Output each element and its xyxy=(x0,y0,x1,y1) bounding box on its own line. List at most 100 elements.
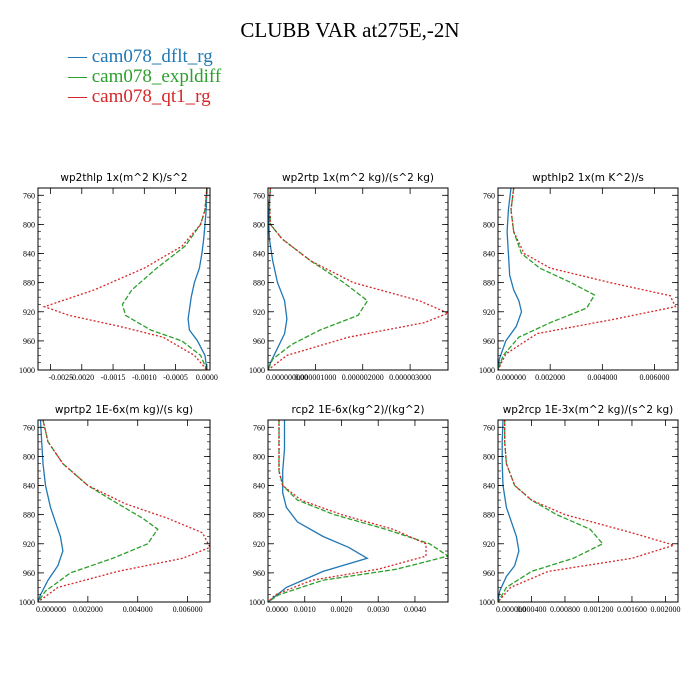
y-tick-label: 880 xyxy=(483,279,495,288)
y-tick-label: 1000 xyxy=(249,598,265,607)
subplot-5: rcp2 1E-6x(kg^2)/(kg^2) 760 800 840 880 920 96… xyxy=(249,404,449,614)
y-tick-label: 920 xyxy=(253,308,265,317)
y-tick-label: 840 xyxy=(253,482,265,491)
x-tick-label: 0.0000 xyxy=(266,605,288,614)
x-tick-label: 0.0000 xyxy=(196,373,218,382)
y-tick-label: 800 xyxy=(253,220,265,229)
y-tick-label: 800 xyxy=(483,452,495,461)
y-tick-label: 880 xyxy=(253,279,265,288)
plot-frame xyxy=(267,419,449,603)
x-tick-label: 0.004000 xyxy=(123,605,153,614)
plot-frame xyxy=(497,419,679,603)
series-line-1 xyxy=(268,188,288,370)
series-line-1 xyxy=(268,420,369,602)
subplot-title: wp2thlp 1x(m^2 K)/s^2 xyxy=(60,172,187,184)
x-tick-label: 0.0010 xyxy=(294,605,316,614)
x-tick-label: -0.0025 xyxy=(49,373,74,382)
plot-frame xyxy=(497,187,679,371)
legend-item-expldiff: — cam078_expldiff xyxy=(68,66,222,87)
y-tick-label: 1000 xyxy=(479,366,495,375)
y-tick-label: 960 xyxy=(253,337,265,346)
y-tick-label: 880 xyxy=(23,279,35,288)
series-line-3 xyxy=(498,188,677,370)
y-tick-label: 800 xyxy=(483,220,495,229)
x-tick-label: -0.0015 xyxy=(101,373,126,382)
subplot-2: wp2rtp 1x(m^2 kg)/(s^2 kg) 760 800 840 880 92… xyxy=(249,172,449,382)
legend-item-dflt: — cam078_dflt_rg xyxy=(68,46,213,67)
y-tick-label: 840 xyxy=(253,250,265,259)
x-tick-label: 0.000800 xyxy=(550,605,580,614)
y-tick-label: 960 xyxy=(23,569,35,578)
legend-item-qt1: — cam078_qt1_rg xyxy=(68,86,211,107)
y-tick-label: 760 xyxy=(483,423,495,432)
y-tick-label: 800 xyxy=(23,220,35,229)
y-tick-label: 760 xyxy=(253,191,265,200)
subplot-title: rcp2 1E-6x(kg^2)/(kg^2) xyxy=(292,404,425,416)
y-tick-label: 1000 xyxy=(19,598,35,607)
x-tick-label: 0.000000 xyxy=(496,605,526,614)
y-tick-label: 760 xyxy=(23,191,35,200)
series-line-1 xyxy=(498,420,520,602)
subplot-title: wpthlp2 1x(m K^2)/s xyxy=(532,172,644,184)
y-tick-label: 960 xyxy=(253,569,265,578)
series-line-3 xyxy=(38,420,210,602)
subplot-1: wp2thlp 1x(m^2 K)/s^2 760 800 840 880 920 960 1… xyxy=(19,172,218,382)
x-tick-label: 0.004000 xyxy=(587,373,617,382)
y-tick-label: 880 xyxy=(23,511,35,520)
series-line-1 xyxy=(38,420,64,602)
y-tick-label: 840 xyxy=(23,482,35,491)
series-line-3 xyxy=(268,188,448,370)
y-tick-label: 840 xyxy=(23,250,35,259)
y-tick-label: 920 xyxy=(23,540,35,549)
y-tick-label: 1000 xyxy=(19,366,35,375)
y-tick-label: 920 xyxy=(23,308,35,317)
series-line-3 xyxy=(268,420,427,602)
x-tick-label: 0.000000 xyxy=(36,605,66,614)
y-tick-label: 920 xyxy=(483,540,495,549)
x-tick-label: 0.000003000 xyxy=(389,373,431,382)
y-tick-label: 840 xyxy=(483,250,495,259)
y-tick-label: 880 xyxy=(483,511,495,520)
x-tick-label: 0.002000 xyxy=(535,373,565,382)
y-tick-label: 760 xyxy=(23,423,35,432)
series-line-2 xyxy=(121,188,208,370)
subplot-title: wp2rcp 1E-3x(m^2 kg)/(s^2 kg) xyxy=(503,404,674,416)
x-tick-label: -0.0020 xyxy=(69,373,94,382)
chart-title: CLUBB VAR at275E,-2N xyxy=(240,18,460,42)
series-line-2 xyxy=(268,188,369,370)
subplot-6: wp2rcp 1E-3x(m^2 kg)/(s^2 kg) 760 800 840 88… xyxy=(479,404,680,614)
subplot-title: wp2rtp 1x(m^2 kg)/(s^2 kg) xyxy=(282,172,434,184)
y-tick-label: 1000 xyxy=(479,598,495,607)
y-tick-label: 1000 xyxy=(249,366,265,375)
x-tick-label: 0.000000000 xyxy=(266,373,308,382)
x-tick-label: 0.001200 xyxy=(583,605,613,614)
y-tick-label: 960 xyxy=(23,337,35,346)
series-line-1 xyxy=(187,188,208,370)
plot-frame xyxy=(267,187,449,371)
y-tick-label: 920 xyxy=(253,540,265,549)
x-tick-label: 0.000000 xyxy=(496,373,526,382)
y-tick-label: 840 xyxy=(483,482,495,491)
subplot-title: wprtp2 1E-6x(m kg)/(s kg) xyxy=(55,404,193,416)
x-tick-label: 0.000002000 xyxy=(342,373,384,382)
series-line-2 xyxy=(38,420,159,602)
x-tick-label: 0.000400 xyxy=(516,605,546,614)
x-tick-label: 0.001600 xyxy=(617,605,647,614)
x-tick-label: 0.0020 xyxy=(330,605,352,614)
y-tick-label: 920 xyxy=(483,308,495,317)
x-tick-label: 0.000001000 xyxy=(294,373,336,382)
subplot-4: wprtp2 1E-6x(m kg)/(s kg) 760 800 840 880 920… xyxy=(19,404,211,614)
y-tick-label: 760 xyxy=(483,191,495,200)
x-tick-label: 0.002000 xyxy=(73,605,103,614)
plot-frame xyxy=(37,187,211,371)
x-tick-label: 0.006000 xyxy=(640,373,670,382)
x-tick-label: 0.002000 xyxy=(650,605,680,614)
y-tick-label: 960 xyxy=(483,569,495,578)
x-tick-label: -0.0005 xyxy=(163,373,188,382)
x-tick-label: 0.0030 xyxy=(367,605,389,614)
y-tick-label: 880 xyxy=(253,511,265,520)
series-line-2 xyxy=(268,420,448,602)
series-line-1 xyxy=(498,188,523,370)
subplot-3: wpthlp2 1x(m K^2)/s 760 800 840 880 920 960 100… xyxy=(479,172,679,382)
series-line-3 xyxy=(498,420,677,602)
